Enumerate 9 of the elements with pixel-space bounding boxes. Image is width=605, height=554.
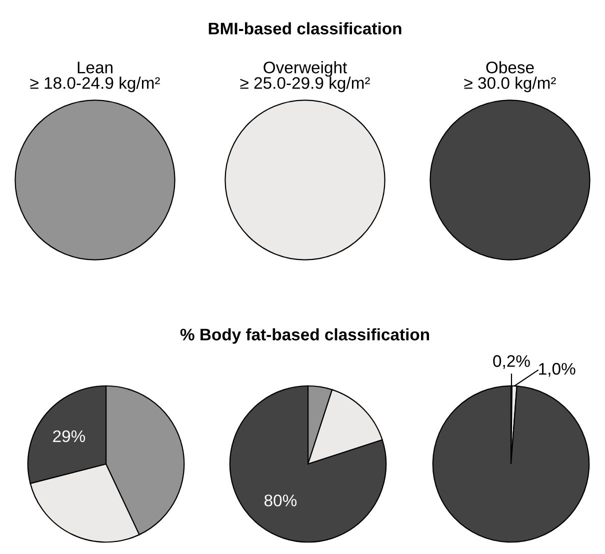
data-label: 1,0% bbox=[539, 362, 576, 377]
text: BMI-based classification bbox=[208, 22, 402, 34]
chart-title: Lean ≥ 18.0-24.9 kg/m² bbox=[30, 62, 160, 92]
chart-title: Obese ≥ 30.0 kg/m² bbox=[464, 61, 556, 92]
data-label: 80% bbox=[264, 494, 297, 506]
data-label: 0,2% bbox=[493, 355, 530, 369]
text: % Body fat-based classification bbox=[180, 328, 430, 344]
chart-title: Overweight ≥ 25.0-29.9 kg/m² bbox=[240, 61, 370, 92]
data-label: 29% bbox=[53, 430, 86, 442]
